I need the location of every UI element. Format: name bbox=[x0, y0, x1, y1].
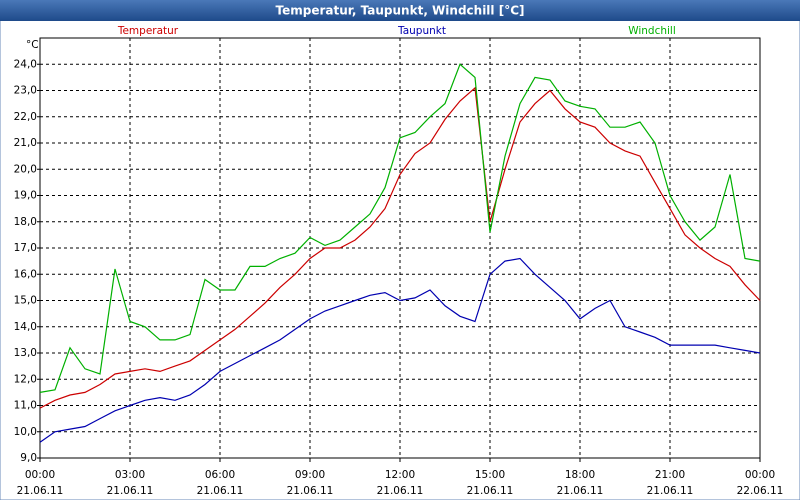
y-tick-label: 16,0 bbox=[14, 268, 37, 280]
y-tick-label: 19,0 bbox=[14, 190, 37, 202]
x-tick-date: 21.06.11 bbox=[467, 485, 514, 497]
x-tick-date: 21.06.11 bbox=[377, 485, 424, 497]
x-tick-date: 21.06.11 bbox=[557, 485, 604, 497]
x-tick-date: 21.06.11 bbox=[17, 485, 64, 497]
y-tick-label: 24,0 bbox=[14, 58, 37, 70]
x-tick-date: 21.06.11 bbox=[107, 485, 154, 497]
legend-label: Windchill bbox=[628, 25, 676, 37]
x-tick-date: 21.06.11 bbox=[647, 485, 694, 497]
legend-label: Temperatur bbox=[117, 25, 179, 37]
legend-label: Taupunkt bbox=[397, 25, 446, 37]
chart-title: Temperatur, Taupunkt, Windchill [°C] bbox=[276, 4, 525, 18]
y-tick-label: 23,0 bbox=[14, 85, 37, 97]
y-tick-label: 13,0 bbox=[14, 347, 37, 359]
y-tick-label: 20,0 bbox=[14, 163, 37, 175]
x-tick-label: 15:00 bbox=[475, 469, 505, 481]
x-tick-label: 03:00 bbox=[115, 469, 145, 481]
x-tick-label: 09:00 bbox=[295, 469, 325, 481]
x-tick-label: 06:00 bbox=[205, 469, 235, 481]
y-tick-label: 11,0 bbox=[14, 400, 37, 412]
y-tick-label: 15,0 bbox=[14, 295, 37, 307]
x-tick-date: 22.06.11 bbox=[737, 485, 784, 497]
series-line bbox=[39, 257, 761, 443]
y-tick-label: 22,0 bbox=[14, 111, 37, 123]
series-line bbox=[39, 86, 761, 409]
y-tick-label: 18,0 bbox=[14, 216, 37, 228]
x-tick-label: 12:00 bbox=[385, 469, 415, 481]
x-tick-date: 21.06.11 bbox=[197, 485, 244, 497]
x-tick-label: 21:00 bbox=[655, 469, 685, 481]
y-tick-label: 14,0 bbox=[14, 321, 37, 333]
x-tick-date: 21.06.11 bbox=[287, 485, 334, 497]
y-tick-label: 21,0 bbox=[14, 137, 37, 149]
y-tick-label: 10,0 bbox=[14, 426, 37, 438]
y-tick-label: 17,0 bbox=[14, 242, 37, 254]
x-tick-label: 00:00 bbox=[745, 469, 775, 481]
x-tick-label: 18:00 bbox=[565, 469, 595, 481]
series-line bbox=[39, 63, 761, 393]
y-tick-label: 9,0 bbox=[20, 452, 37, 464]
y-tick-label: 12,0 bbox=[14, 373, 37, 385]
y-unit: °C bbox=[26, 39, 39, 51]
title-bar bbox=[0, 0, 800, 21]
x-tick-label: 00:00 bbox=[25, 469, 55, 481]
